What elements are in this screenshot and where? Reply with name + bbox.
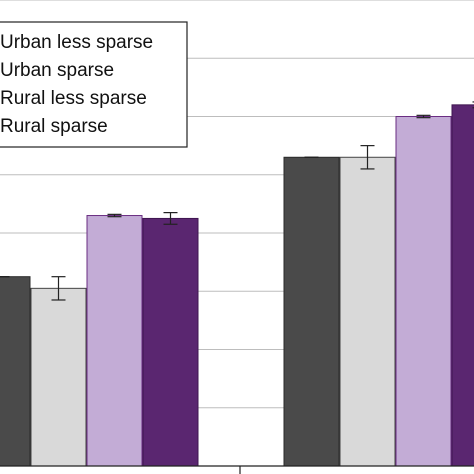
bar bbox=[0, 276, 31, 467]
legend-label-rural-sparse: Rural sparse bbox=[0, 116, 108, 137]
legend-box bbox=[0, 21, 188, 148]
bar bbox=[451, 104, 474, 467]
bar bbox=[283, 156, 340, 467]
bar bbox=[395, 116, 452, 467]
legend-label-urban-sparse: Urban sparse bbox=[0, 60, 114, 81]
legend-label-urban-less-sparse: Urban less sparse bbox=[0, 32, 153, 53]
bar bbox=[142, 217, 199, 467]
bar bbox=[30, 287, 87, 467]
axes bbox=[0, 465, 474, 474]
legend: Urban less sparse Urban sparse Rural les… bbox=[0, 21, 188, 148]
bar bbox=[86, 215, 143, 467]
legend-label-rural-less-sparse: Rural less sparse bbox=[0, 88, 147, 109]
error-bars bbox=[0, 101, 474, 301]
bar bbox=[339, 156, 396, 467]
bar-series bbox=[0, 104, 474, 467]
